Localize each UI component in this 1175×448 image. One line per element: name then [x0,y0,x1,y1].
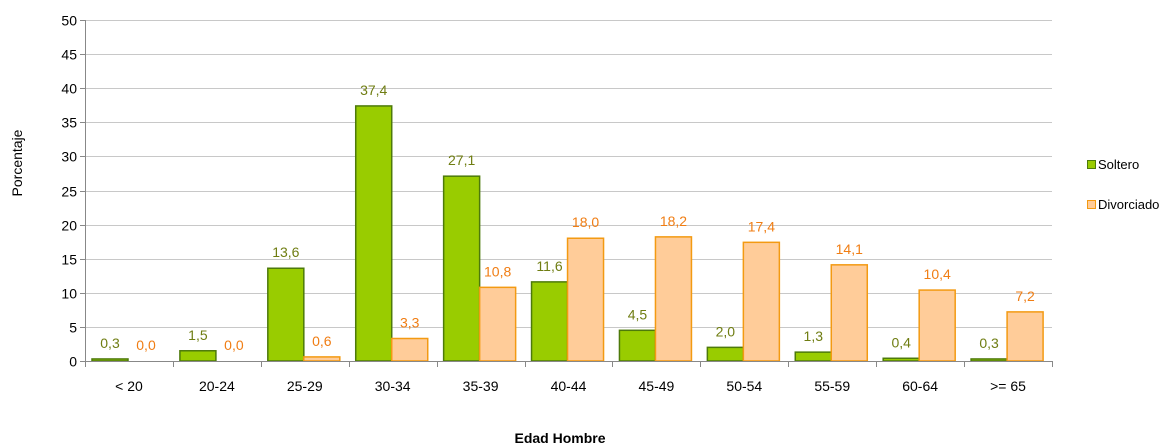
data-label-soltero: 37,4 [360,82,387,98]
y-tick-label: 40 [61,81,77,97]
x-axis-title: Edad Hombre [514,430,605,446]
x-tick-label: 35-39 [463,378,499,394]
data-label-divorciado: 17,4 [748,218,775,234]
y-tick-label: 10 [61,286,77,302]
legend-swatch-divorciado [1087,199,1096,209]
bar-chart: 0 5 10 15 20 25 30 35 40 45 50 0,3 1,5 13,6 37,4 27,1 1… [9,13,1053,446]
y-tick-label: 0 [69,354,77,370]
data-label-soltero: 13,6 [272,244,299,260]
bar-soltero [179,350,217,362]
bar-soltero [706,346,745,362]
data-label-soltero: 27,1 [448,152,475,168]
bar-soltero [618,329,657,362]
y-axis-ticks: 0 5 10 15 20 25 30 35 40 45 50 [61,13,85,370]
data-label-soltero: 2,0 [716,323,736,339]
data-label-soltero: 0,3 [100,335,120,351]
y-tick-label: 15 [61,252,77,268]
bar-soltero [442,175,481,362]
data-label-divorciado: 3,3 [400,314,420,330]
y-tick-label: 45 [61,47,77,63]
data-label-divorciado: 7,2 [1015,288,1035,304]
y-axis-title: Porcentaje [9,129,25,196]
x-tick-label: 50-54 [726,378,762,394]
x-tick-label: >= 65 [990,378,1026,394]
bar-divorciado [830,264,869,362]
x-tick-label: 40-44 [551,378,587,394]
legend-swatch-soltero [1087,159,1096,169]
data-label-divorciado: 0,6 [312,333,332,349]
y-tick-label: 30 [61,149,77,165]
bar-divorciado [654,236,693,362]
bar-soltero [970,358,1008,362]
data-label-divorciado: 0,0 [224,337,244,353]
x-tick-label: 30-34 [375,378,411,394]
bar-divorciado [742,241,781,362]
x-tick-label: 60-64 [902,378,938,394]
data-label-soltero: 0,4 [891,334,911,350]
data-label-divorciado: 0,0 [136,337,156,353]
bar-soltero [91,358,129,362]
x-axis-ticks: < 20 20-24 25-29 30-34 35-39 40-44 45-49 50-54 5… [85,361,1053,394]
bars [91,105,1044,362]
bar-divorciado [478,286,517,362]
bar-divorciado [303,356,341,362]
bar-soltero [267,267,305,362]
bar-divorciado [1006,311,1044,362]
bar-soltero [354,105,393,362]
data-label-soltero: 0,3 [979,335,999,351]
x-tick-label: 25-29 [287,378,323,394]
bar-divorciado [918,289,956,362]
bar-soltero [530,281,569,362]
bar-soltero [794,351,833,362]
bar-divorciado [390,337,429,362]
legend-item-divorciado: Divorciado [1087,194,1175,214]
gridlines [85,20,1052,328]
data-label-soltero: 11,6 [536,258,562,274]
legend-label-divorciado: Divorciado [1098,196,1160,212]
data-label-divorciado: 10,4 [924,266,951,282]
y-tick-label: 50 [61,13,77,29]
data-label-divorciado: 10,8 [484,263,511,279]
legend: Soltero Divorciado [1087,154,1175,234]
data-labels: 0,3 1,5 13,6 37,4 27,1 11,6 4,5 2,0 1,3 0,4 0,3 0,0… [100,82,1035,353]
x-tick-label: 45-49 [639,378,675,394]
data-label-divorciado: 18,2 [660,213,687,229]
data-label-soltero: 4,5 [628,306,648,322]
x-tick-label: < 20 [115,378,143,394]
y-tick-label: 35 [61,115,77,131]
bar-divorciado [566,237,605,362]
data-label-divorciado: 14,1 [836,241,863,257]
x-tick-label: 20-24 [199,378,235,394]
data-label-soltero: 1,5 [188,327,208,343]
y-tick-label: 20 [61,218,77,234]
legend-label-soltero: Soltero [1098,156,1140,172]
data-label-soltero: 1,3 [804,328,824,344]
legend-item-soltero: Soltero [1087,154,1175,174]
y-tick-label: 25 [61,184,77,200]
data-label-divorciado: 18,0 [572,214,599,230]
bar-soltero [882,357,920,362]
x-tick-label: 55-59 [814,378,850,394]
y-tick-label: 5 [69,320,77,336]
